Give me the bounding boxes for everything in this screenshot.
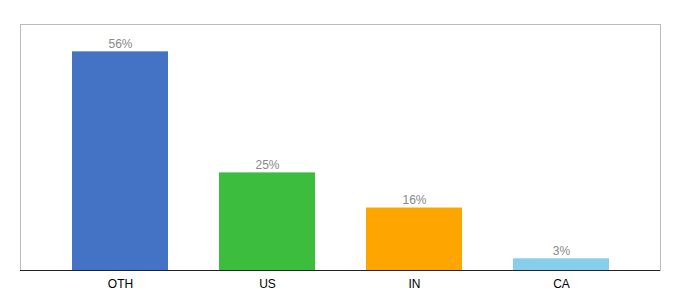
svg-text:3%: 3% xyxy=(553,244,571,258)
svg-text:56%: 56% xyxy=(108,37,132,51)
svg-text:CA: CA xyxy=(553,277,570,291)
svg-text:IN: IN xyxy=(409,277,421,291)
svg-text:OTH: OTH xyxy=(108,277,133,291)
svg-text:16%: 16% xyxy=(402,193,426,207)
svg-text:25%: 25% xyxy=(255,158,279,172)
svg-text:US: US xyxy=(259,277,276,291)
